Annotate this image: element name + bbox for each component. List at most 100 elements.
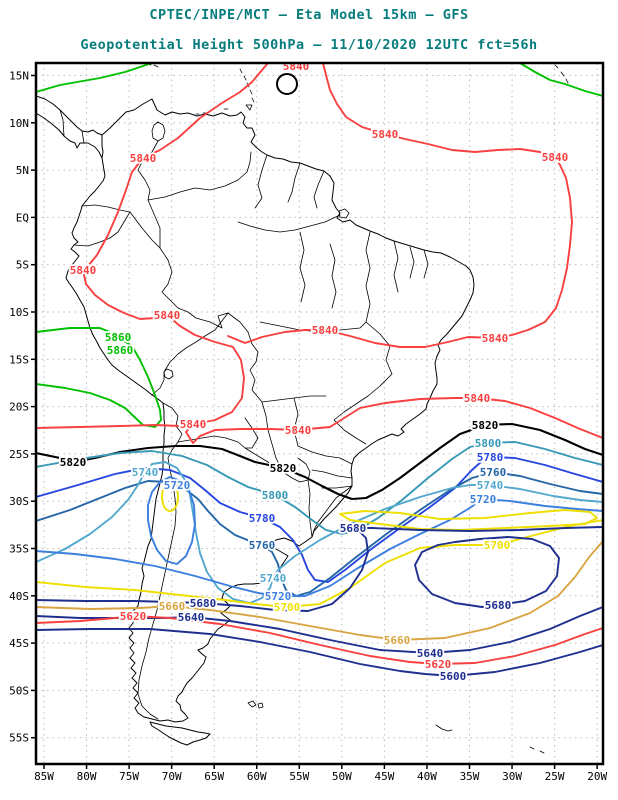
contour-5680-atlantic-low [414,536,560,608]
contour-label-5840: 5840 [180,418,207,431]
y-tick-label-25S: 25S [9,448,29,461]
x-tick-label-80W: 80W [77,770,97,783]
contour-label-5620: 5620 [425,658,452,671]
contour-label-5780: 5780 [477,451,504,464]
contour-label-5720: 5720 [164,479,191,492]
contour-label-5840: 5840 [312,324,339,337]
contour-5860-northeast [519,63,603,97]
contour-5620 [36,615,603,665]
contour-5680-main [36,526,603,612]
contour-label-5840: 5840 [130,152,157,165]
y-tick-label-45S: 45S [9,637,29,650]
contour-label-5640: 5640 [417,647,444,660]
y-tick-label-50S: 50S [9,684,29,697]
y-tick-label-30S: 30S [9,495,29,508]
contour-label-5860: 5860 [105,331,132,344]
circle-annotation [276,73,298,95]
contour-label-5840: 5840 [542,151,569,164]
brazil-state-borders [237,214,429,489]
y-tick-label-10N: 10N [9,117,29,130]
contour-label-5800: 5800 [262,489,289,502]
contour-5840-west [82,63,603,444]
contour-5640 [36,606,603,654]
x-tick-label-75W: 75W [119,770,139,783]
contour-label-5840: 5840 [70,264,97,277]
contour-label-5620: 5620 [120,610,147,623]
x-tick-label-65W: 65W [204,770,224,783]
lake-maracaibo [151,121,166,142]
y-tick-label-55S: 55S [9,732,29,745]
contour-5760 [36,471,603,597]
contour-label-5680: 5680 [190,597,217,610]
lesser-antilles-islands [146,63,569,754]
chart-title: CPTEC/INPE/MCT – Eta Model 15km – GFS [149,7,469,23]
contour-5740 [36,461,603,604]
axis-ticks [31,74,598,769]
contour-label-5740: 5740 [260,572,287,585]
contour-label-5700: 5700 [274,601,301,614]
contour-label-5700: 5700 [484,539,511,552]
contour-label-5680: 5680 [340,522,367,535]
contour-5840-brazil-loop [227,63,573,348]
contour-label-5860: 5860 [107,344,134,357]
contour-label-5660: 5660 [384,634,411,647]
marajo-island [338,208,350,219]
y-tick-label-10S: 10S [9,306,29,319]
y-tick-label-15N: 15N [9,70,29,83]
chart-subtitle: Geopotential Height 500hPa – 11/10/2020 … [80,36,538,53]
contour-5720-cutoff-low [147,476,196,565]
x-tick-label-20W: 20W [587,770,607,783]
contour-label-5720: 5720 [470,493,497,506]
contour-label-5840: 5840 [372,128,399,141]
contour-label-5740: 5740 [132,466,159,479]
contour-label-5600: 5600 [440,670,467,683]
contour-label-5800: 5800 [475,437,502,450]
y-tick-label-20S: 20S [9,401,29,414]
contour-5660 [36,540,603,641]
central-america-pacific-coast [36,112,103,159]
y-tick-label-40S: 40S [9,590,29,603]
x-tick-label-40W: 40W [417,770,437,783]
y-tick-label-5S: 5S [16,259,29,272]
contour-label-5840: 5840 [285,424,312,437]
contour-label-5760: 5760 [249,539,276,552]
x-tick-label-50W: 50W [332,770,352,783]
y-tick-label-5N: 5N [16,164,29,177]
y-tick-label-15S: 15S [9,353,29,366]
contour-lines [36,63,603,677]
contour-5720-zonal [36,498,603,597]
country-borders [59,109,353,720]
x-tick-label-25W: 25W [545,770,565,783]
contour-5700-zonal [36,519,603,608]
contour-5860-northwest [36,63,153,93]
chart-header: CPTEC/INPE/MCT – Eta Model 15km – GFS Ge… [0,0,618,52]
contour-label-5820: 5820 [60,456,87,469]
y-axis-labels: 15N 10N 5N EQ 5S 10S 15S 20S 25S 30S 35S 40S 45S 50S 5… [9,70,29,745]
contour-5700-atlantic [339,509,598,531]
contour-5820 [36,422,603,501]
contour-5600 [36,628,603,677]
contour-label-5840: 5840 [482,332,509,345]
contour-label-5720: 5720 [265,590,292,603]
contour-label-5840: 5840 [283,60,310,73]
contour-label-5760: 5760 [480,466,507,479]
contour-5860-peru [36,327,162,428]
map-frame [34,61,605,766]
contour-label-5740: 5740 [477,479,504,492]
y-tick-label-EQ: EQ [16,211,29,224]
contour-label-5820: 5820 [472,419,499,432]
contour-label-5660: 5660 [159,600,186,613]
south-georgia-island [435,724,453,732]
x-tick-label-60W: 60W [247,770,267,783]
contour-label-5840: 5840 [154,309,181,322]
central-america-caribbean-coast [36,95,103,136]
x-tick-label-30W: 30W [502,770,522,783]
x-tick-label-55W: 55W [289,770,309,783]
falkland-islands [247,700,264,709]
contour-label-5680: 5680 [485,599,512,612]
contour-label-5840: 5840 [464,392,491,405]
y-tick-label-35S: 35S [9,543,29,556]
contour-5700-low-center [161,482,179,512]
